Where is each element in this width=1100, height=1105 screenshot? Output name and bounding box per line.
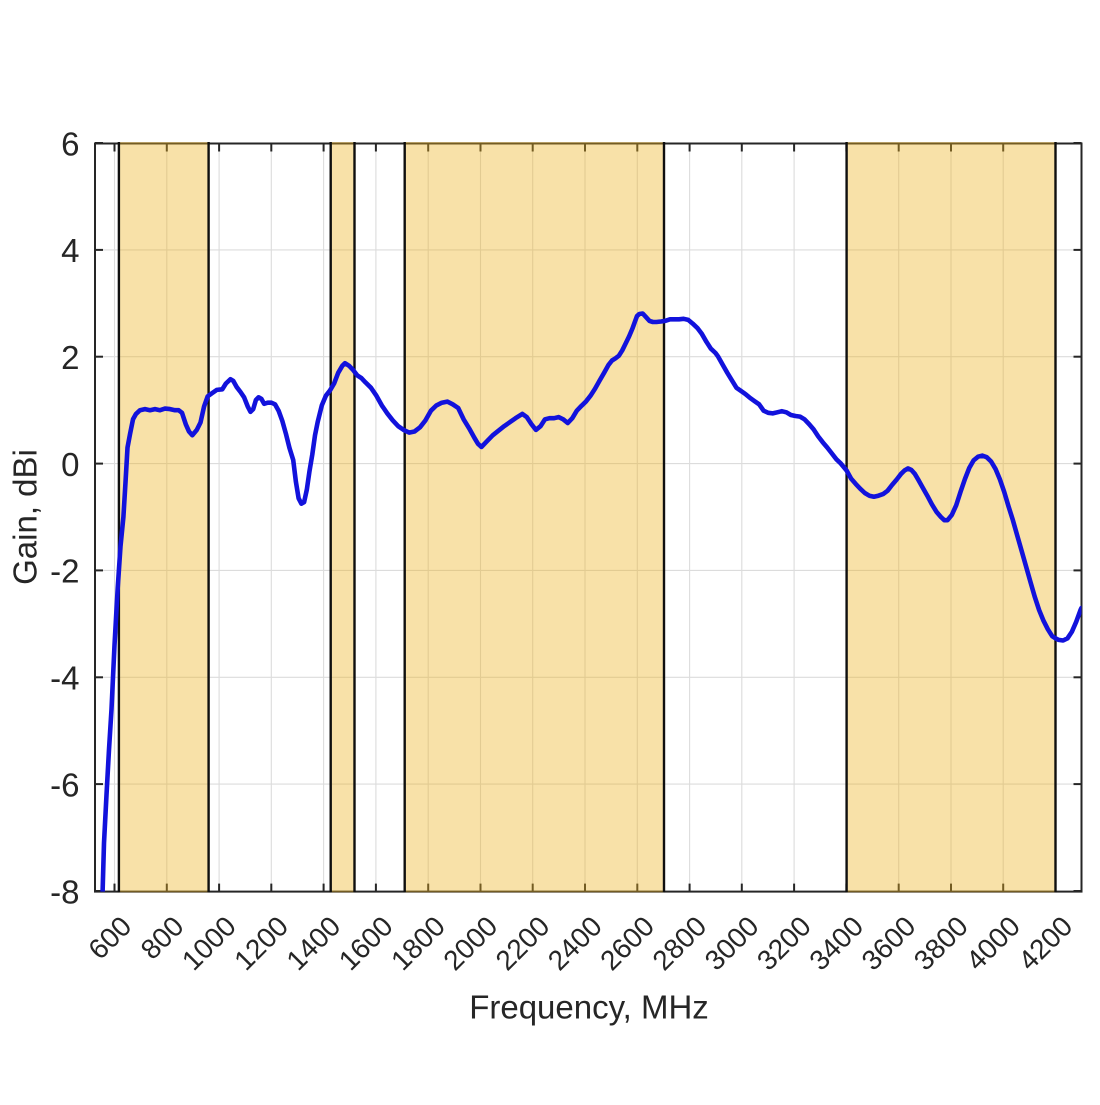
svg-text:-4: -4 xyxy=(50,660,79,697)
svg-text:Gain, dBi: Gain, dBi xyxy=(7,449,44,585)
svg-text:-6: -6 xyxy=(50,766,79,803)
svg-text:6: 6 xyxy=(61,125,79,162)
svg-text:2: 2 xyxy=(61,339,79,376)
svg-text:4: 4 xyxy=(61,232,79,269)
svg-text:0: 0 xyxy=(61,446,79,483)
svg-text:Frequency, MHz: Frequency, MHz xyxy=(469,989,709,1026)
svg-text:-2: -2 xyxy=(50,553,79,590)
svg-text:-8: -8 xyxy=(50,873,79,910)
